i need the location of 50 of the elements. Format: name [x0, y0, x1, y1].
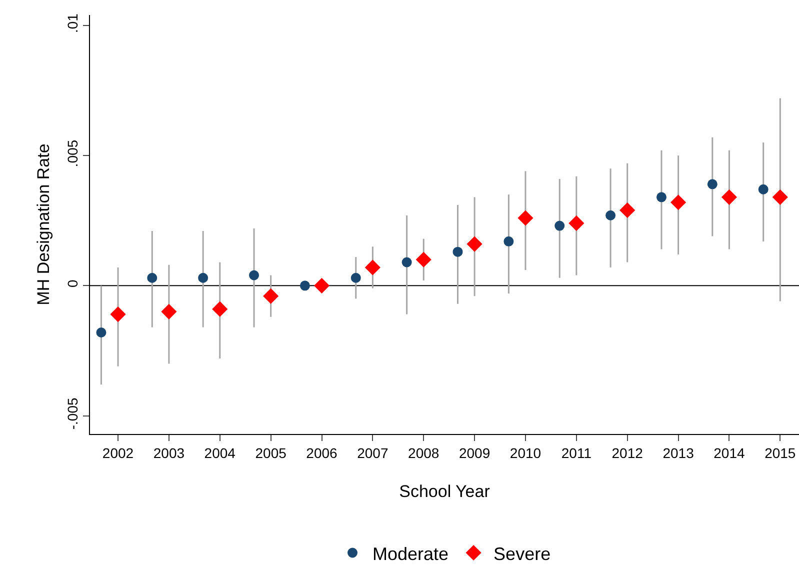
x-tick-label: 2003 — [153, 444, 185, 461]
x-tick-label: 2009 — [458, 444, 490, 461]
x-tick-label: 2013 — [662, 444, 694, 461]
point — [161, 304, 177, 320]
point — [249, 270, 260, 280]
point — [300, 280, 310, 291]
point — [670, 194, 686, 210]
point — [504, 236, 514, 246]
point — [606, 210, 616, 220]
y-tick-label: 0 — [64, 279, 80, 288]
point — [96, 328, 106, 338]
point — [350, 272, 361, 283]
x-tick-label: 2006 — [306, 444, 338, 461]
x-tick-label: 2002 — [102, 444, 134, 461]
point — [466, 236, 482, 252]
x-tick-label: 2015 — [764, 444, 796, 461]
point — [707, 179, 718, 190]
point — [758, 184, 768, 194]
y-axis-title: MH Designation Rate — [34, 144, 53, 306]
point — [721, 189, 738, 205]
point — [620, 202, 636, 218]
y-tick-label: -.005 — [64, 398, 80, 430]
point — [263, 288, 279, 304]
point — [452, 246, 463, 257]
legend-label: Moderate — [372, 544, 449, 564]
point — [314, 278, 330, 294]
x-tick-label: 2005 — [255, 444, 287, 461]
x-tick-label: 2007 — [357, 444, 388, 461]
y-tick-label: .01 — [64, 13, 80, 34]
x-axis-title: School Year — [399, 482, 490, 502]
point — [110, 306, 126, 322]
point — [772, 189, 788, 205]
x-tick-label: 2010 — [510, 444, 542, 461]
y-tick-label: .005 — [64, 140, 80, 168]
x-tick-label: 2008 — [408, 444, 440, 461]
point — [568, 215, 584, 231]
point — [416, 252, 432, 268]
point — [198, 272, 208, 283]
x-tick-label: 2004 — [204, 444, 236, 461]
x-tick-label: 2011 — [561, 444, 592, 461]
point — [554, 220, 565, 231]
x-tick-label: 2014 — [714, 444, 745, 461]
point — [147, 272, 158, 283]
point — [402, 257, 412, 268]
x-tick-label: 2012 — [612, 444, 644, 461]
legend-label: Severe — [494, 544, 551, 564]
point — [212, 301, 228, 317]
point — [364, 260, 380, 276]
point — [656, 192, 666, 202]
point — [518, 210, 534, 226]
